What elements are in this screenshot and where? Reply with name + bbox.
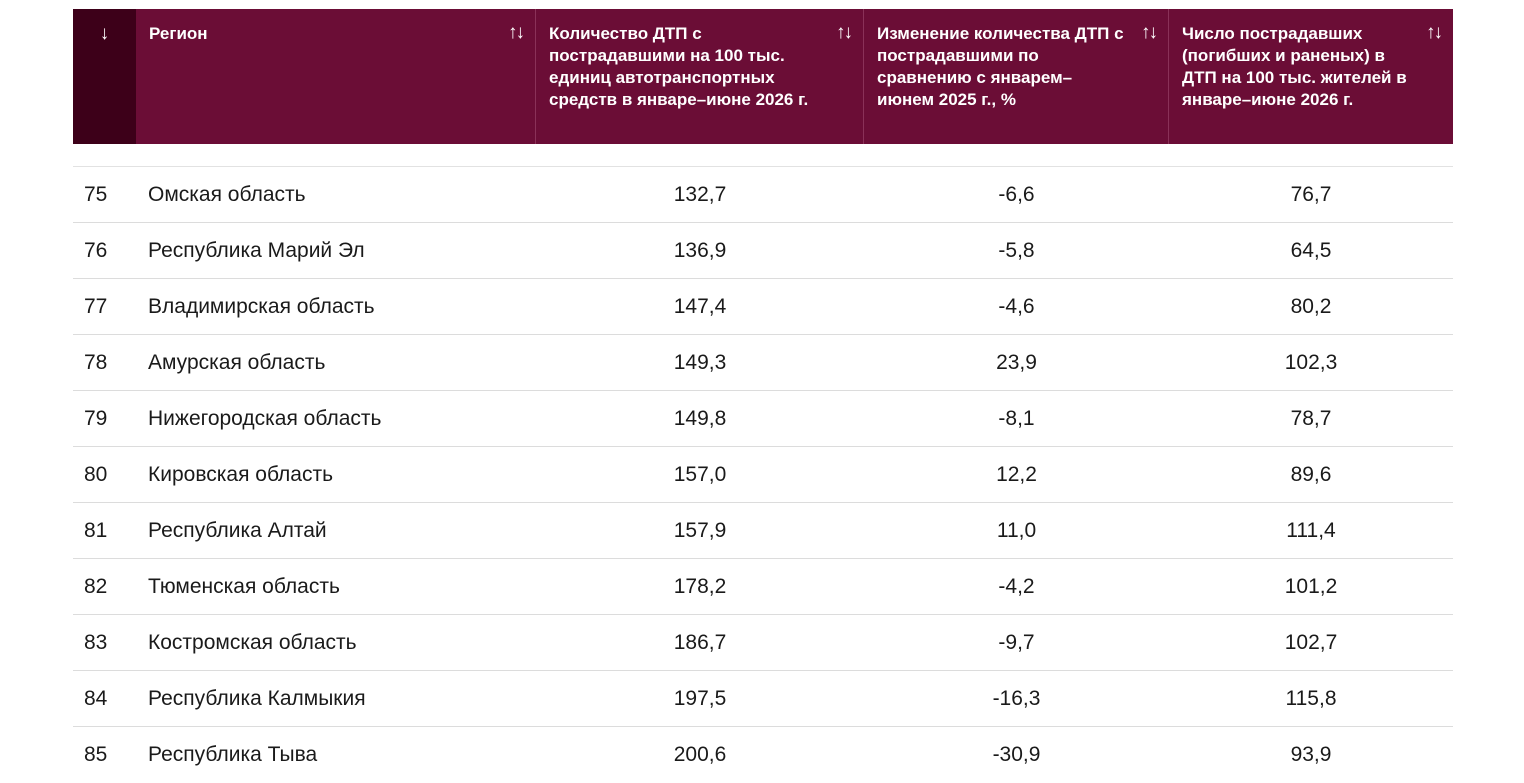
table-row: 78 Амурская область 149,3 23,9 102,3	[73, 335, 1453, 391]
region-cell: Омская область	[148, 182, 306, 206]
change-percent-cell: 11,0	[996, 518, 1037, 542]
header-region[interactable]: Регион ↑↓	[136, 9, 536, 144]
victims-per-residents-cell: 101,2	[1284, 574, 1338, 598]
rank-cell: 78	[84, 350, 108, 374]
table-row: 84 Республика Калмыкия 197,5 -16,3 115,8	[73, 671, 1453, 727]
table-row: 79 Нижегородская область 149,8 -8,1 78,7	[73, 391, 1453, 447]
rank-cell: 84	[84, 686, 108, 710]
victims-per-residents-cell: 89,6	[1290, 462, 1332, 486]
arrow-down-icon: ↓	[99, 23, 110, 44]
header-accidents-per-vehicles-label: Количество ДТП с пострадавшими на 100 ты…	[549, 24, 809, 109]
region-cell: Тюменская область	[148, 574, 340, 598]
rank-cell: 75	[84, 182, 108, 206]
header-change-percent[interactable]: Изменение количества ДТП с пострадавшими…	[864, 9, 1169, 144]
victims-per-residents-cell: 80,2	[1290, 294, 1332, 318]
rank-cell: 80	[84, 462, 108, 486]
change-percent-cell: -9,7	[998, 630, 1035, 654]
table-header: ↓ Регион ↑↓ Количество ДТП с пострадавши…	[73, 9, 1453, 144]
table-row: 80 Кировская область 157,0 12,2 89,6	[73, 447, 1453, 503]
table-row: 76 Республика Марий Эл 136,9 -5,8 64,5	[73, 223, 1453, 279]
accidents-per-vehicles-cell: 186,7	[673, 630, 727, 654]
victims-per-residents-cell: 111,4	[1286, 518, 1336, 542]
header-change-percent-label: Изменение количества ДТП с пострадавшими…	[877, 24, 1124, 109]
table-spacer	[73, 144, 1453, 167]
accidents-per-vehicles-cell: 157,0	[673, 462, 727, 486]
change-percent-cell: -4,2	[998, 574, 1035, 598]
table-row: 85 Республика Тыва 200,6 -30,9 93,9	[73, 727, 1453, 783]
accidents-per-vehicles-cell: 178,2	[673, 574, 727, 598]
rank-cell: 79	[84, 406, 108, 430]
change-percent-cell: 12,2	[996, 462, 1037, 486]
region-cell: Владимирская область	[148, 294, 375, 318]
table-row: 75 Омская область 132,7 -6,6 76,7	[73, 167, 1453, 223]
change-percent-cell: -6,6	[998, 182, 1035, 206]
header-victims-per-residents[interactable]: Число пострадавших (погибших и раненых) …	[1169, 9, 1453, 144]
region-cell: Республика Тыва	[148, 743, 318, 766]
rank-cell: 81	[84, 518, 108, 542]
rank-cell: 77	[84, 294, 108, 318]
header-region-label: Регион	[149, 24, 208, 43]
accidents-per-vehicles-cell: 157,9	[673, 518, 727, 542]
victims-per-residents-cell: 102,7	[1284, 630, 1338, 654]
table-row: 82 Тюменская область 178,2 -4,2 101,2	[73, 559, 1453, 615]
victims-per-residents-cell: 76,7	[1290, 182, 1332, 206]
header-victims-per-residents-label: Число пострадавших (погибших и раненых) …	[1182, 24, 1407, 109]
rank-cell: 85	[84, 743, 108, 766]
region-cell: Республика Алтай	[148, 518, 327, 542]
accidents-per-vehicles-cell: 149,3	[673, 350, 727, 374]
change-percent-cell: -4,6	[998, 294, 1035, 318]
rank-cell: 76	[84, 238, 108, 262]
change-percent-cell: -16,3	[992, 686, 1041, 710]
change-percent-cell: 23,9	[996, 350, 1037, 374]
region-cell: Республика Калмыкия	[148, 686, 366, 710]
accidents-per-vehicles-cell: 147,4	[673, 294, 727, 318]
change-percent-cell: -5,8	[998, 238, 1035, 262]
region-cell: Республика Марий Эл	[148, 238, 365, 262]
sort-arrows-icon[interactable]: ↑↓	[836, 22, 853, 43]
accidents-per-vehicles-cell: 149,8	[673, 406, 727, 430]
victims-per-residents-cell: 115,8	[1285, 686, 1337, 710]
accidents-per-vehicles-cell: 136,9	[673, 238, 727, 262]
header-accidents-per-vehicles[interactable]: Количество ДТП с пострадавшими на 100 ты…	[536, 9, 864, 144]
accidents-per-vehicles-cell: 200,6	[673, 743, 727, 766]
victims-per-residents-cell: 102,3	[1284, 350, 1338, 374]
rank-sort-button[interactable]: ↓	[73, 9, 136, 144]
table-row: 83 Костромская область 186,7 -9,7 102,7	[73, 615, 1453, 671]
accidents-per-vehicles-cell: 132,7	[673, 182, 727, 206]
sort-arrows-icon[interactable]: ↑↓	[1141, 22, 1158, 43]
change-percent-cell: -30,9	[992, 743, 1041, 766]
rank-cell: 83	[84, 630, 108, 654]
sort-arrows-icon[interactable]: ↑↓	[1426, 22, 1443, 43]
region-cell: Амурская область	[148, 350, 326, 374]
victims-per-residents-cell: 93,9	[1290, 743, 1332, 766]
victims-per-residents-cell: 64,5	[1290, 238, 1332, 262]
table-row: 77 Владимирская область 147,4 -4,6 80,2	[73, 279, 1453, 335]
sort-arrows-icon[interactable]: ↑↓	[508, 22, 525, 43]
data-table: ↓ Регион ↑↓ Количество ДТП с пострадавши…	[73, 9, 1453, 783]
region-cell: Нижегородская область	[148, 406, 382, 430]
table-row: 81 Республика Алтай 157,9 11,0 111,4	[73, 503, 1453, 559]
rank-cell: 82	[84, 574, 108, 598]
change-percent-cell: -8,1	[998, 406, 1035, 430]
table-body: 75 Омская область 132,7 -6,6 76,7 76 Республик…	[73, 167, 1453, 783]
accidents-per-vehicles-cell: 197,5	[673, 686, 727, 710]
region-cell: Костромская область	[148, 630, 357, 654]
victims-per-residents-cell: 78,7	[1290, 406, 1332, 430]
region-cell: Кировская область	[148, 462, 334, 486]
